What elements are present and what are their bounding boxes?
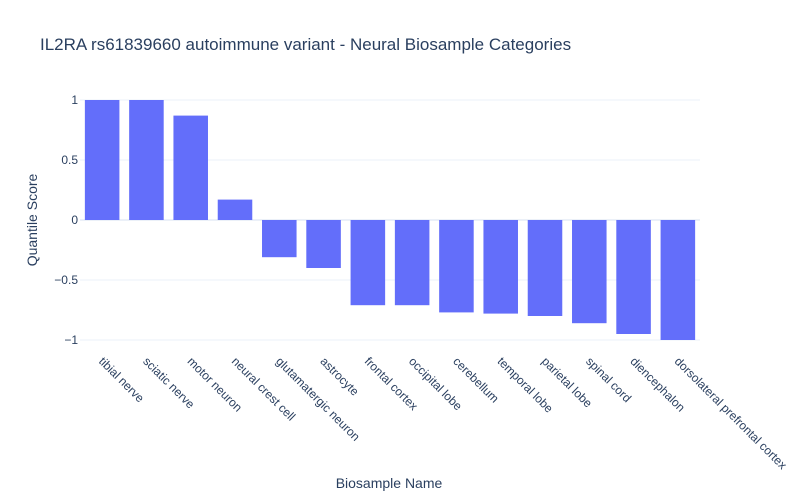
bar — [350, 220, 386, 306]
bar — [84, 100, 120, 220]
bar — [527, 220, 563, 316]
bar — [394, 220, 430, 306]
y-tick-label: 1 — [71, 93, 78, 107]
bar — [129, 100, 164, 220]
y-tick-label: 0 — [71, 213, 78, 227]
y-tick-label: −0.5 — [54, 273, 78, 287]
bar — [572, 220, 607, 324]
y-tick-label: −1 — [64, 333, 78, 347]
x-tick-label: glutamatergic neuron — [273, 354, 363, 444]
y-axis-ticks: 1 0.5 0 −0.5 −1 — [54, 93, 78, 347]
bar — [439, 220, 474, 313]
bar — [660, 220, 696, 340]
gridlines — [80, 99, 700, 341]
bar — [262, 220, 297, 258]
x-tick-label: tibial nerve — [96, 354, 147, 405]
bars — [84, 100, 696, 340]
y-tick-label: 0.5 — [61, 153, 78, 167]
x-tick-label: astrocyte — [317, 354, 362, 399]
chart-title: IL2RA rs61839660 autoimmune variant - Ne… — [40, 35, 571, 54]
bar — [616, 220, 651, 334]
bar — [306, 220, 341, 268]
x-tick-label: dorsolateral prefrontal cortex — [672, 354, 790, 472]
bar — [217, 199, 253, 220]
bar — [173, 115, 208, 220]
bar — [483, 220, 518, 314]
x-axis-title: Biosample Name — [336, 475, 443, 491]
y-axis-title: Quantile Score — [24, 173, 40, 266]
